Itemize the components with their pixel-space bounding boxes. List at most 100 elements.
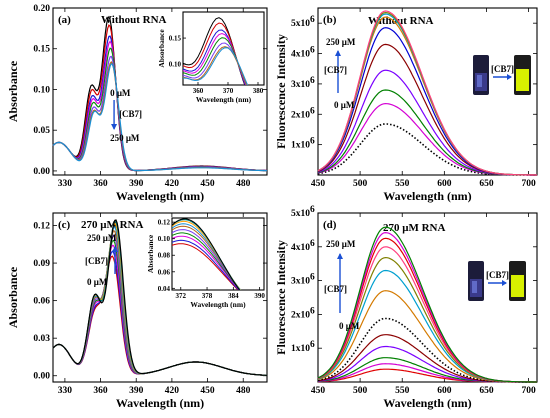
plot-frame: [317, 212, 538, 383]
x-tick-label: 600: [437, 386, 452, 396]
inset-series-line: [183, 42, 247, 85]
panel-title: Without RNA: [368, 15, 434, 27]
x-tick-label: 450: [311, 386, 326, 396]
y-axis-label: Fluorescence Intensity: [274, 240, 288, 355]
x-tick-label: 330: [58, 386, 73, 396]
annotation-top: 250 μM: [326, 37, 356, 47]
inset-y-tick-label: 0.08: [158, 252, 171, 260]
inset-y-tick-label: 0.06: [158, 268, 171, 276]
inset-x-tick-label: 370: [223, 87, 234, 95]
y-tick-label: 4x10: [291, 243, 310, 253]
x-tick-label: 550: [395, 386, 410, 396]
inset-series-line: [172, 218, 241, 290]
y-tick-exponent: 6: [310, 15, 315, 25]
annotation-arrowhead: [112, 246, 118, 252]
y-tick-exponent: 6: [310, 205, 315, 215]
vial-right-liquid: [516, 69, 529, 91]
y-tick-exponent: 6: [310, 76, 315, 86]
x-axis-label: Wavelength (nm): [383, 189, 471, 203]
vial-left-highlight: [477, 75, 482, 87]
inset-series-line: [172, 235, 241, 290]
inset-y-tick-label: 0.10: [169, 61, 182, 69]
series-line: [317, 226, 537, 383]
y-tick-label: 2x10: [291, 310, 310, 320]
x-axis-label: Wavelength (nm): [116, 396, 204, 410]
panel-c: 330 360 390 420 450 480 0.00 0.03 0.06 0.09 0.12 Wa…: [6, 212, 268, 410]
inset-x-axis-label: Wavelength (nm): [190, 300, 246, 309]
inset-x-axis-label: Wavelength (nm): [196, 95, 252, 104]
x-tick-label: 450: [200, 179, 215, 189]
y-tick-label: 1x10: [291, 141, 310, 151]
x-axis-label: Wavelength (nm): [116, 189, 204, 203]
y-tick-label: 0.12: [33, 222, 50, 232]
inset-y-axis-label: Absorbance: [146, 234, 155, 273]
inset-series-line: [172, 223, 242, 290]
series-line: [317, 246, 537, 383]
y-tick-label: 3x10: [291, 277, 310, 287]
inset-series-line: [183, 46, 248, 85]
x-tick-label: 550: [395, 179, 410, 189]
inset-frame: [171, 217, 265, 291]
y-tick-exponent: 6: [310, 306, 315, 316]
annotation-arrow-label: [CB7]: [85, 256, 108, 266]
inset-series-line: [172, 225, 242, 290]
vial-arrow-label: [CB7]: [486, 270, 509, 280]
inset: 360 370 380 0.10 0.15 Wavelength (nm) Absorban…: [157, 11, 265, 104]
series-line: [317, 10, 537, 176]
y-tick-label: 0.00: [33, 167, 50, 177]
panel-label: (b): [323, 14, 337, 26]
series-line: [317, 357, 537, 383]
y-axis-label: Absorbance: [6, 60, 20, 122]
panel-label: (a): [58, 14, 71, 26]
x-tick-label: 450: [200, 386, 215, 396]
annotation-arrow-label: [CB7]: [119, 109, 142, 119]
inset-x-tick-label: 378: [202, 292, 213, 300]
annotation-arrowhead: [111, 124, 118, 130]
y-tick-exponent: 6: [310, 106, 315, 116]
annotation-top: 250 μM: [326, 239, 356, 249]
inset-y-tick-label: 0.12: [158, 219, 171, 227]
inset: 372 378 384 390 0.04 0.06 0.08 0.10 0.12 Waveleng…: [146, 217, 265, 309]
inset-y-tick-label: 0.10: [158, 235, 171, 243]
inset-y-axis-label: Absorbance: [157, 29, 166, 68]
annotation-arrowhead: [337, 253, 343, 259]
x-tick-label: 480: [236, 179, 251, 189]
y-tick-label: 2x10: [291, 110, 310, 120]
x-tick-label: 420: [165, 386, 180, 396]
y-tick-label: 0.10: [33, 85, 50, 95]
inset-x-tick-label: 390: [254, 292, 265, 300]
inset-series-line: [183, 47, 249, 85]
y-tick-label: 0.15: [33, 45, 50, 55]
y-axis-label: Fluorescence Intensity: [274, 34, 288, 149]
inset-series-line: [183, 22, 246, 85]
y-tick-exponent: 6: [310, 239, 315, 249]
inset-series-line: [183, 32, 247, 85]
y-axis-label: Absorbance: [6, 266, 20, 328]
inset-series-line: [172, 239, 240, 290]
inset-series-line: [172, 232, 241, 290]
annotation-arrow-label: [CB7]: [324, 65, 347, 75]
vial-arrowhead: [502, 280, 507, 286]
y-tick-label: 3x10: [291, 80, 310, 90]
annotation-bottom: 0 μM: [87, 277, 108, 287]
x-tick-label: 650: [479, 179, 494, 189]
vial-right-liquid: [511, 275, 524, 297]
inset-series-line: [183, 37, 247, 85]
annotation-bottom: 0 μM: [334, 100, 355, 110]
vial-left-highlight: [472, 281, 477, 293]
panel-title: 270 μM RNA: [81, 219, 144, 231]
x-tick-label: 700: [521, 179, 536, 189]
y-tick-exponent: 6: [310, 273, 315, 283]
annotation-bottom: 250 μM: [110, 133, 140, 143]
x-tick-label: 420: [165, 179, 180, 189]
annotation-top: 250 μM: [87, 233, 117, 243]
x-tick-label: 360: [93, 179, 108, 189]
y-tick-label: 5x10: [291, 209, 310, 219]
vial-arrowhead: [507, 74, 512, 80]
series-line: [52, 63, 268, 172]
vial-arrow-label: [CB7]: [491, 64, 514, 74]
x-tick-label: 390: [129, 179, 144, 189]
inset-y-tick-label: 0.15: [169, 35, 182, 43]
